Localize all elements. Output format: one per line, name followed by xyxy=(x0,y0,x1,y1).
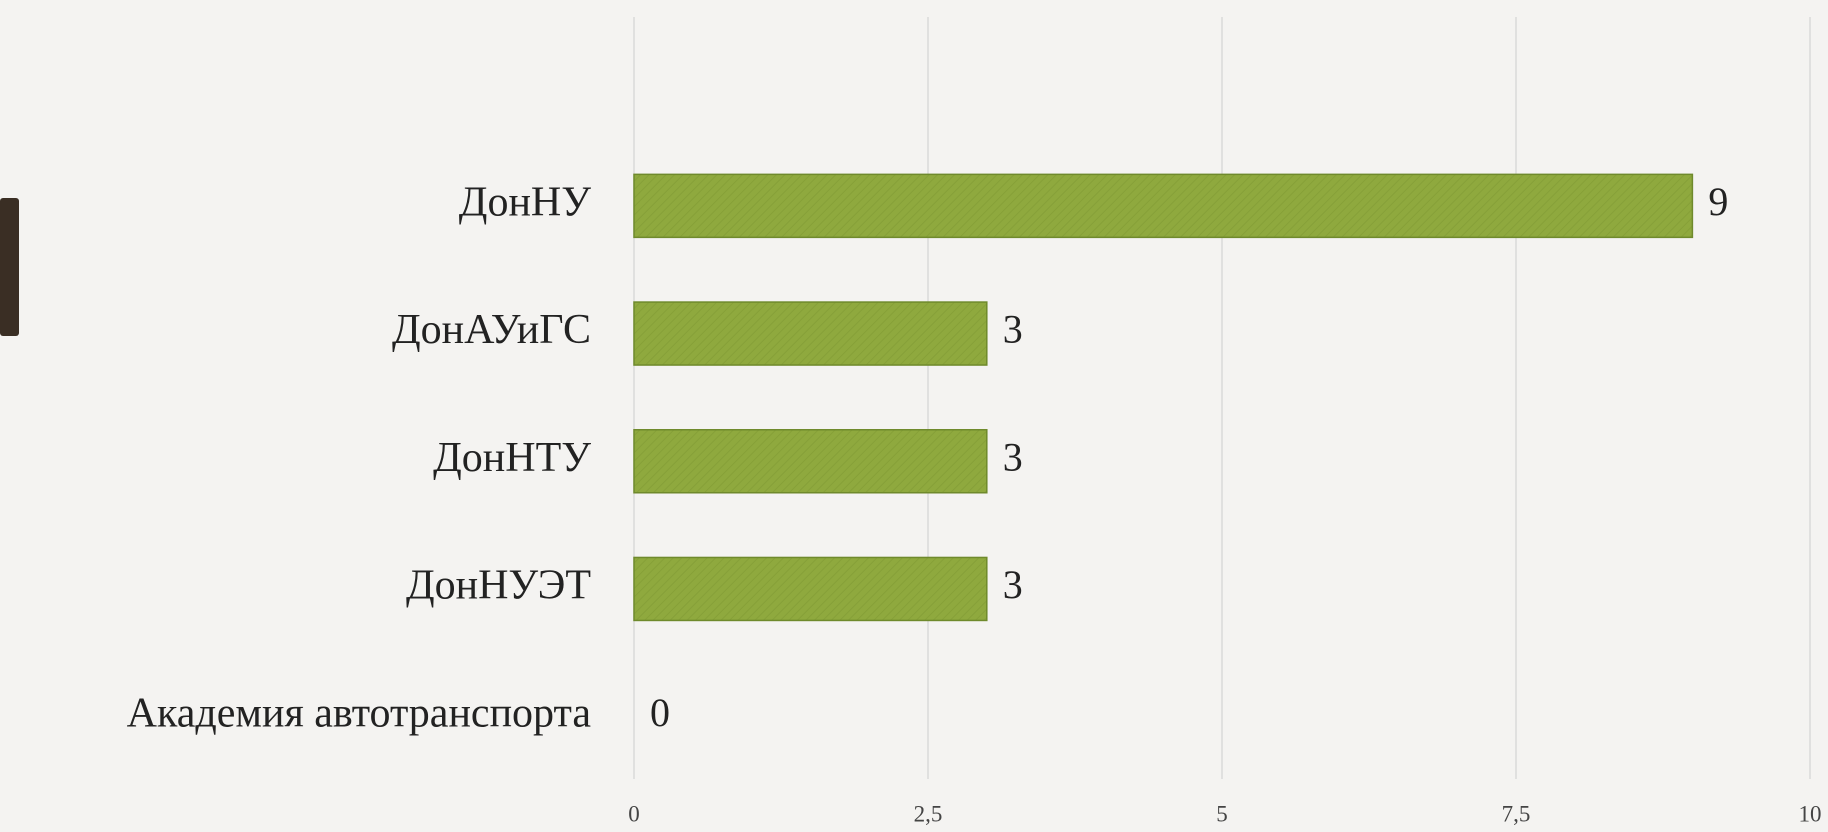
category-label: ДонАУиГС xyxy=(392,307,591,353)
data-label: 3 xyxy=(1003,307,1023,352)
category-label: ДонНУЭТ xyxy=(406,563,591,609)
data-label: 0 xyxy=(650,690,670,735)
x-tick-label: 7,5 xyxy=(1502,801,1531,826)
category-label: Академия автотранспорта xyxy=(127,690,592,736)
data-label: 3 xyxy=(1003,434,1023,479)
bar xyxy=(633,429,988,494)
bar xyxy=(633,173,1694,239)
x-tick-label: 10 xyxy=(1799,801,1822,826)
decoration xyxy=(0,198,19,336)
category-label: ДонНУ xyxy=(459,179,591,225)
bar xyxy=(633,556,988,622)
x-tick-label: 0 xyxy=(628,801,640,826)
data-label: 3 xyxy=(1003,562,1023,607)
bar xyxy=(633,301,988,366)
x-tick-label: 5 xyxy=(1216,801,1228,826)
category-label: ДонНТУ xyxy=(433,435,591,481)
x-tick-label: 2,5 xyxy=(914,801,943,826)
data-label: 9 xyxy=(1708,179,1728,224)
